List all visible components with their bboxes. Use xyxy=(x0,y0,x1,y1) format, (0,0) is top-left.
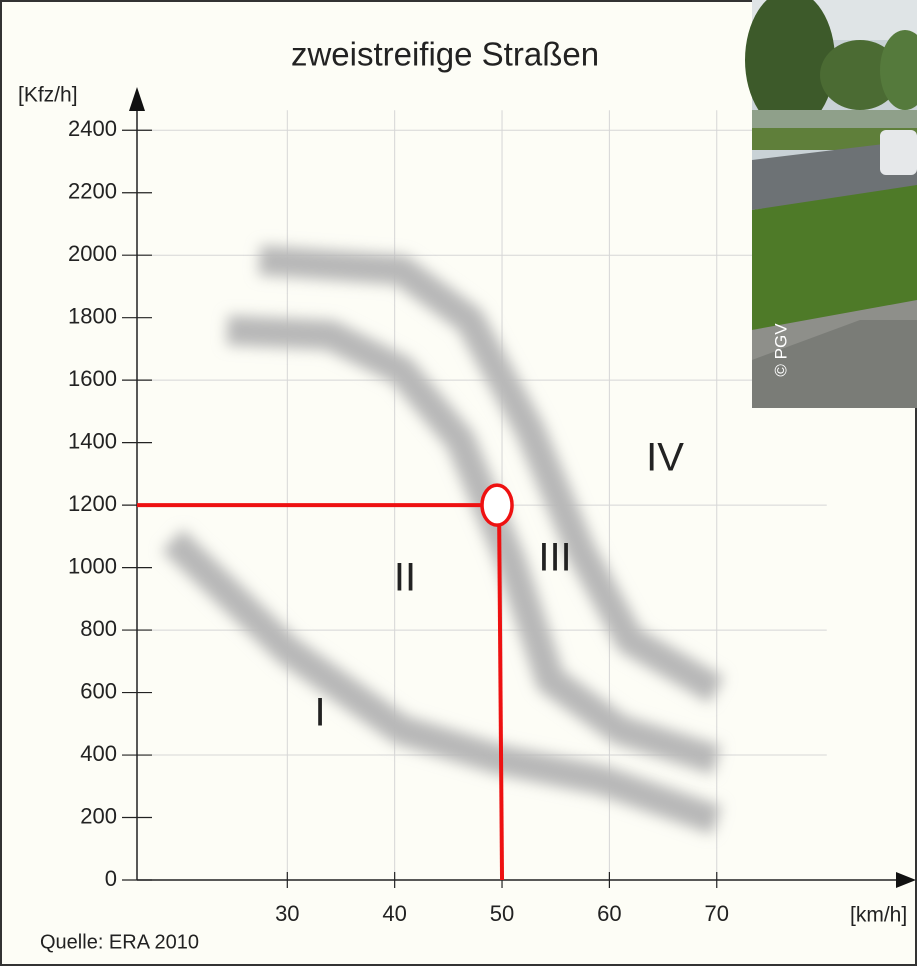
y-tick-label: 1200 xyxy=(68,491,117,516)
x-tick-label: 40 xyxy=(382,901,406,926)
photo: © PGV xyxy=(745,0,917,408)
photo-credit: © PGV xyxy=(771,323,790,377)
x-tick-label: 30 xyxy=(275,901,299,926)
source: Quelle: ERA 2010 xyxy=(40,931,199,953)
y-tick-label: 800 xyxy=(80,616,117,641)
y-tick-label: 1600 xyxy=(68,366,117,391)
y-tick-label: 600 xyxy=(80,678,117,703)
x-tick-label: 60 xyxy=(597,901,621,926)
page: {"chart_data": {"type": "line", "title":… xyxy=(0,0,917,966)
y-tick-label: 400 xyxy=(80,741,117,766)
x-tick-label: 70 xyxy=(705,901,729,926)
chart: 0 200 400 600 800 1000 1200 1400 1600 1800 2000 220… xyxy=(0,0,917,966)
y-tick-label: 1000 xyxy=(68,553,117,578)
y-tick-label: 200 xyxy=(80,803,117,828)
y-tick-label: 2400 xyxy=(68,116,117,141)
chart-title: zweistreifige Straßen xyxy=(291,36,599,73)
zone-label: IV xyxy=(646,436,684,480)
y-tick-label: 0 xyxy=(105,866,117,891)
zone-label: II xyxy=(394,556,416,600)
y-tick-label: 1800 xyxy=(68,303,117,328)
x-axis-label: [km/h] xyxy=(850,904,907,927)
y-tick-label: 1400 xyxy=(68,428,117,453)
x-tick-label: 50 xyxy=(490,901,514,926)
y-axis-label: [Kfz/h] xyxy=(18,84,78,107)
y-tick-label: 2000 xyxy=(68,241,117,266)
y-tick-label: 2200 xyxy=(68,179,117,204)
zone-label: I xyxy=(314,691,325,735)
reading-point xyxy=(482,485,512,525)
zone-label: III xyxy=(538,536,571,580)
